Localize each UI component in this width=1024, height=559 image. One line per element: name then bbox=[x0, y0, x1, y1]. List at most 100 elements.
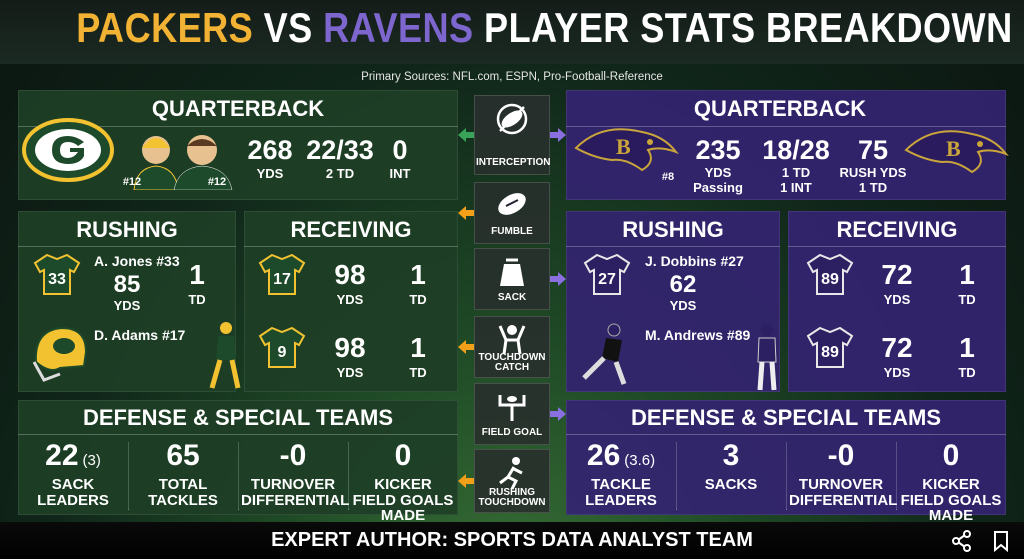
divider bbox=[566, 246, 780, 247]
stat-label: 1 TD bbox=[781, 164, 811, 180]
jersey-label: #12 bbox=[122, 175, 142, 188]
stat-label: YDS bbox=[336, 291, 364, 307]
event-icon bbox=[498, 325, 526, 355]
stat-value: 18/28 bbox=[762, 135, 830, 166]
stat-value: 98 bbox=[334, 331, 366, 363]
ravens-defense-panel bbox=[566, 400, 1006, 515]
share-button[interactable] bbox=[950, 530, 972, 552]
stat-value: 75 bbox=[857, 135, 889, 166]
stat-value: 22/33 bbox=[306, 135, 374, 166]
packers-logo bbox=[22, 118, 114, 182]
stat-value: 1 bbox=[189, 258, 205, 290]
stat-value: 26 bbox=[586, 439, 621, 472]
panel-title: DEFENSE & SPECIAL TEAMS bbox=[82, 404, 394, 430]
stat-label: TURNOVER DIFFERENTIAL bbox=[789, 475, 898, 509]
stat-label: KICKER FIELD GOALS MADE bbox=[352, 475, 454, 525]
event-icon bbox=[499, 457, 523, 490]
footer-bar bbox=[0, 522, 1024, 559]
stat-value: 98 bbox=[334, 258, 366, 290]
column-divider bbox=[128, 442, 129, 510]
player-figure bbox=[582, 323, 627, 385]
event-label: TOUCHDOWN CATCH bbox=[478, 351, 546, 373]
stat-value: 85 bbox=[113, 270, 141, 298]
title: PACKERS VS RAVENS PLAYER STATS BREAKDOWN bbox=[76, 4, 1012, 52]
stat-value-wrap: 3 bbox=[676, 440, 786, 472]
stat-value: 65 bbox=[166, 439, 200, 472]
svg-text:B: B bbox=[616, 134, 631, 159]
jersey: 27 bbox=[583, 253, 631, 295]
stat-value: 72 bbox=[881, 331, 913, 363]
stat-label: TURNOVER DIFFERENTIAL bbox=[241, 475, 350, 509]
stat-label: 2 TD bbox=[325, 165, 355, 181]
divider bbox=[566, 126, 1006, 127]
packers-defense-panel bbox=[18, 400, 458, 515]
stat-label: 1 TD bbox=[858, 179, 888, 195]
panel-title: QUARTERBACK bbox=[693, 95, 867, 121]
bookmark-button[interactable] bbox=[990, 530, 1012, 552]
stat-value: -0 bbox=[827, 439, 855, 472]
stat-label: KICKER FIELD GOALS MADE bbox=[900, 475, 1002, 525]
stat-value-wrap: 65 bbox=[128, 440, 238, 472]
jersey: 33 bbox=[33, 253, 81, 295]
stat-label: 1 INT bbox=[780, 179, 812, 195]
player-name: M. Andrews #89 bbox=[645, 327, 751, 344]
jersey: 89 bbox=[806, 253, 854, 295]
stat-value: 1 bbox=[959, 331, 975, 363]
column-divider bbox=[896, 442, 897, 510]
event-icon bbox=[498, 395, 526, 421]
panel-title: DEFENSE & SPECIAL TEAMS bbox=[630, 404, 942, 430]
jersey: 89 bbox=[806, 326, 854, 368]
stat-label: TD bbox=[409, 364, 427, 380]
jersey-label: #12 bbox=[207, 175, 227, 188]
title-vs: VS bbox=[263, 4, 313, 51]
stat-label: TACKLE LEADERS bbox=[585, 475, 657, 509]
title-ravens: RAVENS bbox=[323, 4, 474, 51]
arrow bbox=[458, 340, 474, 354]
sources: Primary Sources: NFL.com, ESPN, Pro-Foot… bbox=[361, 70, 663, 83]
stat-label: SACKS bbox=[704, 475, 758, 493]
event-icon-box bbox=[474, 449, 550, 513]
stat-value: 235 bbox=[695, 135, 741, 166]
stat-label: INT bbox=[389, 165, 411, 181]
divider bbox=[18, 246, 236, 247]
event-label: RUSHING TOUCHDOWN bbox=[478, 486, 546, 508]
arrow bbox=[458, 128, 474, 142]
stat-value-wrap: 0 bbox=[896, 440, 1006, 472]
panel-title: RECEIVING bbox=[836, 216, 958, 242]
divider bbox=[18, 126, 458, 127]
event-label: FIELD GOAL bbox=[481, 426, 543, 438]
jersey-number: 9 bbox=[278, 344, 287, 361]
column-divider bbox=[348, 442, 349, 510]
stat-value: 0 bbox=[394, 439, 412, 472]
jersey: 9 bbox=[258, 326, 306, 368]
stat-label: YDS bbox=[883, 291, 911, 307]
column-divider bbox=[238, 442, 239, 510]
panel-title: RUSHING bbox=[622, 216, 724, 242]
stat-label: TOTAL TACKLES bbox=[148, 475, 218, 509]
player-figure bbox=[757, 324, 777, 391]
divider bbox=[244, 246, 458, 247]
panel-title: RECEIVING bbox=[290, 216, 412, 242]
column-divider bbox=[786, 442, 787, 510]
stat-value-wrap: 0 bbox=[348, 440, 458, 472]
stat-label: YDS bbox=[256, 165, 284, 181]
event-icon bbox=[500, 258, 524, 286]
stat-value: 1 bbox=[410, 331, 426, 363]
stat-value: 1 bbox=[410, 258, 426, 290]
stat-label: TD bbox=[958, 291, 976, 307]
title-rest: PLAYER STATS BREAKDOWN bbox=[484, 4, 1013, 51]
title-wrap: PACKERS VS RAVENS PLAYER STATS BREAKDOWN bbox=[0, 4, 1024, 52]
jersey-number: 17 bbox=[273, 271, 291, 288]
jersey-label: #8 bbox=[661, 170, 675, 183]
stat-value: 1 bbox=[959, 258, 975, 290]
jersey-number: 33 bbox=[48, 271, 66, 288]
column-divider bbox=[676, 442, 677, 510]
stat-note: (3.6) bbox=[624, 452, 656, 469]
event-icon bbox=[498, 193, 526, 215]
stat-label: RUSH YDS bbox=[839, 164, 907, 180]
event-icon bbox=[496, 103, 528, 135]
stat-value: 0 bbox=[942, 439, 960, 472]
player-figure bbox=[209, 322, 241, 389]
svg-text:B: B bbox=[946, 136, 961, 161]
stat-label: YDS bbox=[883, 364, 911, 380]
